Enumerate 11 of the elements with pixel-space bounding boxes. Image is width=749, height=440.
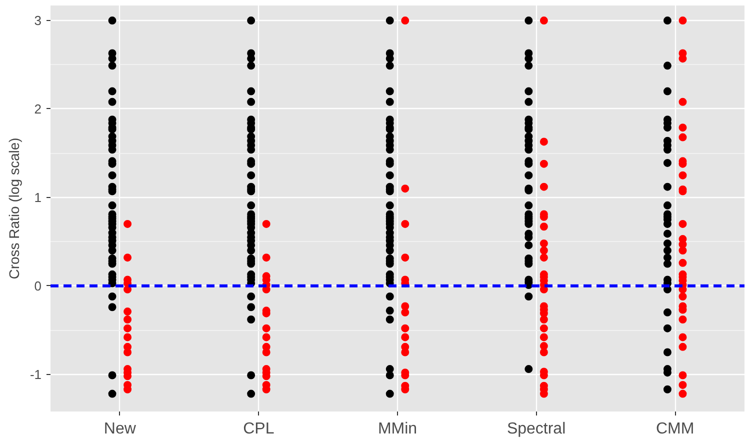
y-tick-label: 1 [34,190,42,205]
x-tick-label: New [104,420,136,438]
y-tick-label: 3 [34,13,42,28]
x-tick-label: CPL [243,420,274,438]
y-tick-label: -1 [30,366,42,382]
x-tick-label: MMin [378,420,418,438]
y-tick-label: 2 [34,101,42,116]
y-tick-label: 0 [34,278,42,294]
y-axis-title: Cross Ratio (log scale) [6,138,22,280]
x-tick-label: Spectral [506,420,566,438]
x-tick-label: CMM [656,420,694,438]
